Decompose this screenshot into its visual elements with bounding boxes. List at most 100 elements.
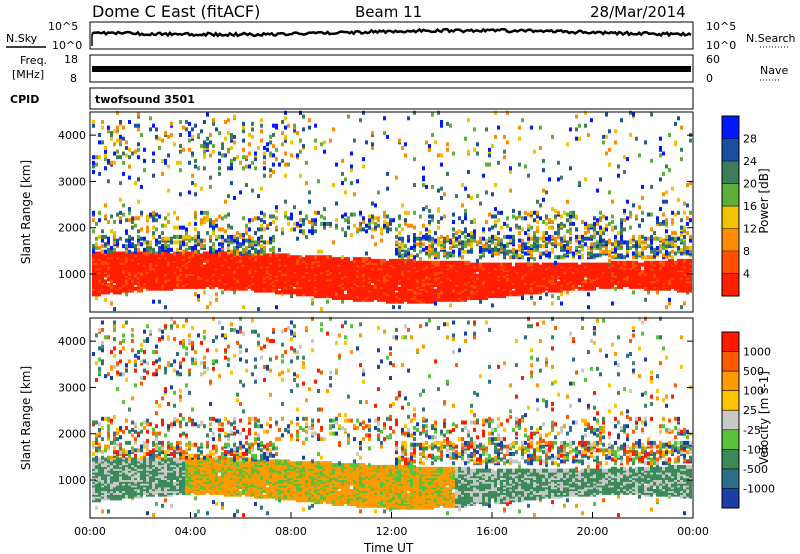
heatmap-cell [137, 216, 140, 221]
heatmap-cell [320, 214, 323, 219]
heatmap-cell [446, 171, 449, 176]
heatmap-cell [608, 258, 611, 263]
heatmap-cell [596, 262, 599, 267]
heatmap-cell [182, 125, 185, 130]
heatmap-cell [248, 234, 251, 239]
heatmap-cell [386, 221, 389, 226]
heatmap-cell [557, 296, 560, 300]
heatmap-cell [632, 260, 635, 265]
heatmap-cell [218, 166, 221, 171]
heatmap-cell [155, 134, 158, 139]
heatmap-cell [620, 234, 623, 239]
heatmap-cell [137, 123, 140, 128]
heatmap-cell [617, 260, 620, 265]
heatmap-cell [446, 279, 449, 284]
heatmap-cell [527, 212, 530, 217]
heatmap-cell [98, 255, 101, 260]
heatmap-cell [359, 292, 362, 297]
heatmap-cell [128, 249, 131, 254]
heatmap-cell [395, 175, 398, 180]
heatmap-cell [278, 260, 281, 265]
heatmap-cell [617, 246, 620, 250]
heatmap-cell [263, 249, 266, 254]
heatmap-cell [479, 240, 482, 245]
heatmap-cell [329, 283, 332, 287]
heatmap-cell [203, 264, 206, 269]
heatmap-cell [206, 214, 209, 219]
heatmap-cell [641, 234, 644, 239]
heatmap-cell [476, 273, 479, 278]
heatmap-cell [581, 244, 584, 249]
heatmap-cell [482, 284, 485, 289]
heatmap-cell [122, 151, 125, 156]
heatmap-cell [152, 247, 155, 252]
heatmap-cell [386, 171, 389, 176]
heatmap-cell [239, 258, 242, 263]
heatmap-cell [251, 242, 254, 247]
heatmap-cell [230, 181, 233, 186]
heatmap-cell [245, 286, 248, 291]
heatmap-cell [98, 155, 101, 160]
heatmap-cell [323, 284, 326, 289]
heatmap-cell [290, 140, 293, 145]
heatmap-cell [197, 297, 200, 302]
heatmap-cell [227, 118, 230, 123]
heatmap-cell [344, 190, 347, 195]
heatmap-cell [230, 136, 233, 141]
heatmap-cell [254, 166, 257, 171]
heatmap-cell [194, 164, 197, 169]
heatmap-cell [425, 275, 428, 280]
heatmap-cell [641, 262, 644, 267]
heatmap-cell [551, 262, 554, 267]
heatmap-cell [377, 223, 380, 228]
heatmap-cell [188, 238, 191, 243]
heatmap-cell [128, 147, 131, 152]
heatmap-cell [467, 260, 470, 265]
heatmap-cell [263, 212, 266, 217]
heatmap-cell [344, 212, 347, 217]
heatmap-cell [596, 268, 599, 273]
heatmap-cell [476, 142, 479, 147]
heatmap-cell [209, 273, 212, 278]
heatmap-cell [275, 208, 278, 213]
heatmap-cell [452, 270, 455, 274]
heatmap-cell [221, 251, 224, 256]
heatmap-cell [473, 127, 476, 132]
heatmap-cell [263, 155, 266, 160]
date-label: 28/Mar/2014 [590, 3, 686, 21]
heatmap-cell [536, 244, 539, 249]
heatmap-cell [590, 234, 593, 239]
heatmap-cell [320, 142, 323, 147]
heatmap-cell [308, 220, 311, 224]
heatmap-cell [431, 275, 434, 280]
heatmap-cell [368, 257, 371, 262]
heatmap-cell [512, 290, 515, 295]
heatmap-cell [488, 147, 491, 152]
heatmap-cell [107, 158, 110, 163]
heatmap-cell [497, 247, 500, 252]
heatmap-cell [113, 220, 116, 224]
heatmap-cell [245, 155, 248, 160]
heatmap-cell [209, 184, 212, 189]
heatmap-cell [377, 258, 380, 263]
heatmap-cell [311, 301, 314, 306]
nsearch-label: N.Search [746, 32, 796, 45]
heatmap-cell [395, 251, 398, 256]
heatmap-cell [146, 251, 149, 256]
heatmap-cell [161, 236, 164, 241]
heatmap-cell [614, 234, 617, 239]
heatmap-cell [494, 223, 497, 228]
heatmap-cell [455, 236, 458, 241]
heatmap-cell [242, 233, 245, 237]
heatmap-cell [425, 236, 428, 241]
heatmap-cell [95, 242, 98, 247]
heatmap-cell [221, 142, 224, 147]
heatmap-cell [629, 246, 632, 250]
heatmap-cell [269, 240, 272, 245]
heatmap-cell [593, 231, 596, 236]
heatmap-cell [557, 177, 560, 182]
heatmap-cell [188, 255, 191, 260]
heatmap-cell [206, 218, 209, 223]
heatmap-cell [638, 223, 641, 228]
heatmap-cell [281, 260, 284, 265]
